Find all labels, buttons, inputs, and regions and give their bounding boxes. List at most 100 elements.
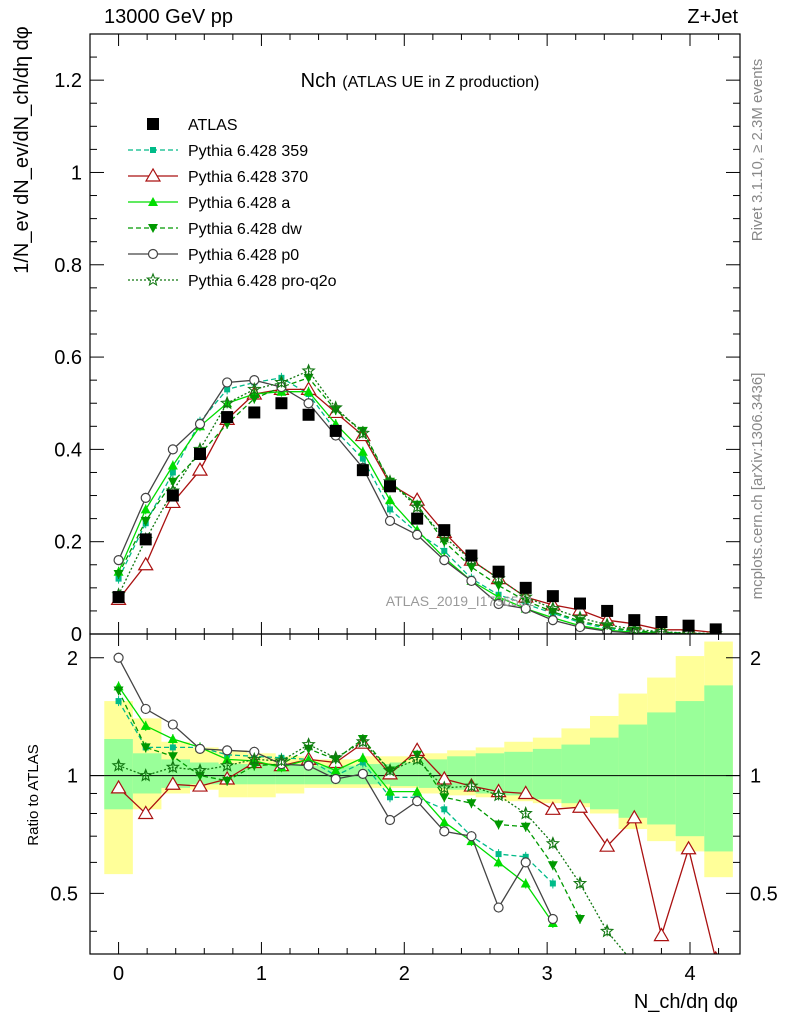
ratio-point-pythia-6-428-a [330,765,341,775]
ratio-point-pythia-6-428-pro-q2o [301,737,316,751]
ratio-point-pythia-6-428-370 [110,779,127,794]
ratio-point-pythia-6-428-p0 [167,719,178,730]
band-green-segment [647,712,676,825]
y-tick-label: 0.6 [54,347,82,369]
main-point-atlas [248,406,261,419]
ratio-y-tick-label-right: 2 [750,648,761,670]
ratio-point-pythia-6-428-359 [169,744,176,751]
x-tick-label: 0 [113,963,124,985]
legend-label-pythia-6-428-a: Pythia 6.428 a [188,195,290,212]
main-point-atlas [546,590,559,603]
analysis-watermark: ATLAS_2019_I1736531 [386,593,535,609]
legend-marker-pythia-6-428-dw [148,224,158,233]
ratio-y-tick-label-left: 1 [67,766,78,788]
main-point-pythia-6-428-p0 [113,555,124,566]
ratio-point-pythia-6-428-pro-q2o [355,734,371,748]
band-green-segment [190,762,219,785]
legend-label-pythia-6-428-370: Pythia 6.428 370 [188,169,308,186]
main-point-atlas [574,597,586,610]
ratio-point-pythia-6-428-370 [164,776,181,790]
main-point-pythia-6-428-pro-q2o [518,589,533,604]
ratio-line-pythia-6-428-dw [118,690,581,920]
main-point-pythia-6-428-pro-q2o [654,624,669,634]
main-y-axis-label: 1/N_ev dN_ev/dN_ch/dη dφ [11,26,33,274]
main-point-pythia-6-428-pro-q2o [328,400,343,414]
ratio-point-pythia-6-428-dw [520,822,531,832]
main-point-pythia-6-428-p0 [222,377,233,388]
ratio-point-pythia-6-428-370 [544,801,561,815]
main-point-pythia-6-428-p0 [412,529,423,540]
ratio-y-tick-label-right: 0.5 [750,883,778,905]
y-tick-label: 0.8 [54,255,82,277]
header-right-label: Z+Jet [687,6,738,28]
ratio-point-pythia-6-428-p0 [113,652,124,663]
main-point-pythia-6-428-359 [387,506,393,513]
main-point-pythia-6-428-pro-q2o [627,621,642,634]
legend-label-atlas: ATLAS [188,117,238,134]
ratio-point-pythia-6-428-a [412,786,423,796]
y-tick-label: 0 [71,624,82,646]
header-left-label: 13000 GeV pp [104,6,233,28]
y-tick-label: 0.4 [54,439,82,461]
ratio-y-tick-label-left: 0.5 [50,883,78,905]
main-point-pythia-6-428-p0 [493,598,504,610]
main-point-pythia-6-428-359 [169,469,176,476]
legend-marker-pythia-6-428-370 [144,167,162,182]
ratio-point-pythia-6-428-a [303,754,314,764]
ratio-point-pythia-6-428-a [385,786,395,796]
ratio-point-pythia-6-428-dw [167,752,178,762]
ratio-point-pythia-6-428-pro-q2o [328,750,343,764]
main-point-pythia-6-428-a [385,495,395,505]
band-green-segment [504,751,533,796]
main-point-atlas [384,480,396,493]
ratio-point-pythia-6-428-pro-q2o [437,780,452,795]
main-point-atlas [655,616,668,628]
main-point-atlas [139,533,152,546]
main-point-pythia-6-428-p0 [167,444,178,455]
band-green-segment [304,765,333,785]
x-tick-label: 4 [684,963,695,985]
band-green-segment [104,739,133,810]
ratio-y-tick-label-right: 1 [750,766,761,788]
legend-marker-atlas [147,118,159,130]
ratio-point-pythia-6-428-359 [549,880,556,887]
main-point-pythia-6-428-pro-q2o [545,601,561,615]
main-point-atlas [519,581,532,594]
main-point-pythia-6-428-pro-q2o [409,499,425,514]
band-green-segment [561,744,590,804]
main-point-pythia-6-428-p0 [439,555,450,566]
ratio-point-pythia-6-428-pro-q2o [491,787,506,802]
ratio-point-pythia-6-428-a [140,720,151,730]
main-point-pythia-6-428-a [303,386,314,396]
ratio-point-pythia-6-428-370 [626,809,643,824]
main-point-atlas [438,524,451,537]
y-tick-label: 1.2 [54,70,82,92]
legend: ATLAS Pythia 6.428 359 Pythia 6.428 370 Pyt… [128,117,337,290]
ratio-point-pythia-6-428-p0 [547,913,558,925]
ratio-point-pythia-6-428-p0 [412,796,423,807]
ratio-point-pythia-6-428-pro-q2o [572,875,588,890]
ratio-point-pythia-6-428-p0 [439,826,450,837]
ratio-point-pythia-6-428-a [357,752,368,762]
ratio-point-pythia-6-428-370 [680,840,697,855]
ratio-point-pythia-6-428-p0 [303,760,314,771]
x-tick-label: 2 [399,963,410,985]
ratio-point-pythia-6-428-pro-q2o [111,758,126,772]
ratio-point-pythia-6-428-359 [441,806,448,813]
ratio-point-pythia-6-428-a [167,734,178,744]
legend-label-pythia-6-428-dw: Pythia 6.428 dw [188,221,302,238]
side-label-rivet: Rivet 3.1.10, ≥ 2.3M events [749,59,766,242]
main-point-atlas [302,408,315,421]
ratio-point-pythia-6-428-dw [466,799,477,809]
band-green-segment [704,685,733,852]
x-axis-label: N_ch/dη dφ [634,991,738,1013]
ratio-point-pythia-6-428-pro-q2o [545,836,561,850]
ratio-uncertainty-bands [104,641,733,878]
main-point-pythia-6-428-pro-q2o [219,395,235,410]
ratio-point-pythia-6-428-dw [493,820,504,830]
chart-title: Nch (ATLAS UE in Z production) [301,70,540,92]
main-point-pythia-6-428-p0 [194,418,206,430]
ratio-point-pythia-6-428-370 [653,927,670,942]
ratio-point-pythia-6-428-pro-q2o [599,923,615,938]
main-point-pythia-6-428-dw [167,477,178,487]
